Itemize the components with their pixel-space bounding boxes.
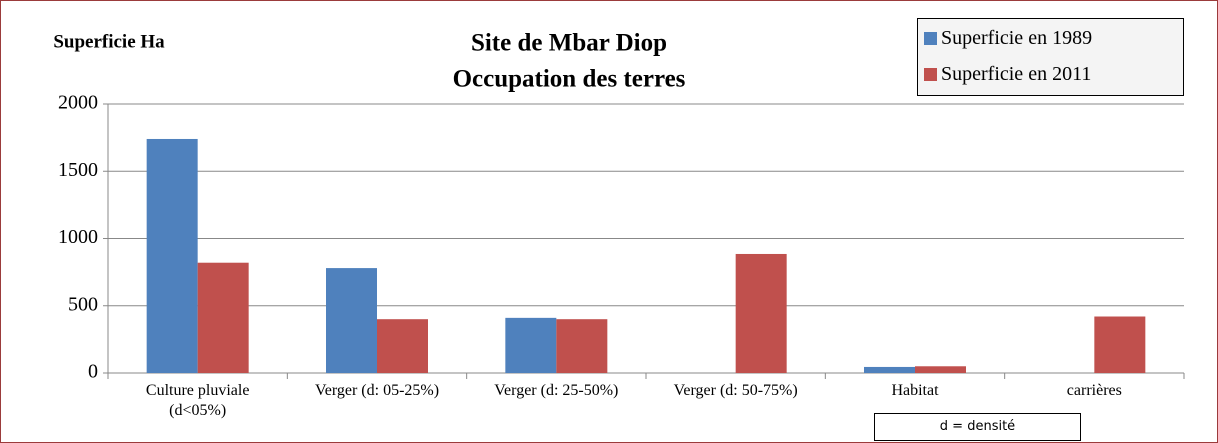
legend-label: Superficie en 2011	[941, 63, 1092, 85]
bar	[146, 138, 198, 373]
x-tick-label: carrières	[1066, 382, 1122, 399]
y-tick-label: 1500	[58, 159, 98, 181]
legend-item: Superficie en 1989	[924, 27, 1092, 50]
bar	[915, 366, 966, 373]
y-tick-label: 0	[88, 361, 98, 383]
x-tick-label: Habitat	[891, 382, 939, 399]
y-axis-label: Superficie Ha	[53, 31, 165, 52]
bar	[556, 319, 608, 373]
x-tick-label: Verger (d: 05-25%)	[314, 382, 440, 399]
bar	[377, 319, 428, 373]
x-tick-label: Verger (d: 50-75%)	[673, 382, 798, 399]
x-tick-label: Culture pluviale (d<05%)	[145, 382, 250, 419]
bar	[735, 253, 787, 373]
chart-subtitle: Occupation des terres	[453, 66, 686, 93]
note: d = densité	[874, 413, 1081, 441]
legend: Superficie en 1989 Superficie en 2011	[917, 18, 1184, 96]
y-tick-label: 2000	[58, 92, 98, 114]
chart-title: Site de Mbar Diop	[471, 30, 667, 57]
bar	[197, 262, 249, 373]
y-tick-label: 1000	[58, 226, 98, 248]
legend-swatch	[924, 68, 937, 81]
bar	[326, 268, 377, 373]
legend-swatch	[924, 32, 937, 45]
bar	[864, 366, 915, 373]
bar	[505, 317, 557, 373]
bar	[1094, 316, 1146, 373]
x-tick-label: Verger (d: 25-50%)	[494, 382, 619, 399]
legend-item: Superficie en 2011	[924, 63, 1091, 86]
y-tick-label: 500	[68, 293, 98, 315]
legend-label: Superficie en 1989	[941, 27, 1093, 49]
